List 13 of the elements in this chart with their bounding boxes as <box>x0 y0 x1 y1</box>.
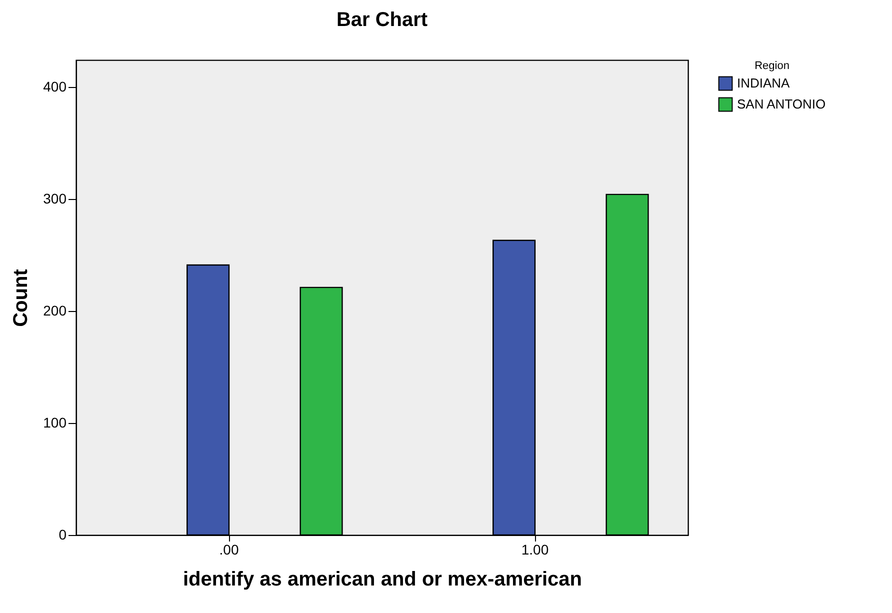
y-tick-label: 0 <box>58 526 67 542</box>
y-tick-label: 400 <box>43 78 67 94</box>
x-tick-label: .00 <box>219 542 239 558</box>
legend-title: Region <box>754 60 790 72</box>
y-tick-label: 300 <box>43 190 67 206</box>
y-axis-title: Count <box>10 268 32 327</box>
y-tick-label: 200 <box>43 302 67 318</box>
x-tick-label: 1.00 <box>521 542 549 558</box>
x-axis-title: identify as american and or mex-american <box>182 568 582 590</box>
chart-title: Bar Chart <box>336 9 428 31</box>
y-tick-label: 100 <box>43 414 67 430</box>
legend-label: INDIANA <box>737 76 790 90</box>
legend-label: SAN ANTONIO <box>737 96 826 112</box>
